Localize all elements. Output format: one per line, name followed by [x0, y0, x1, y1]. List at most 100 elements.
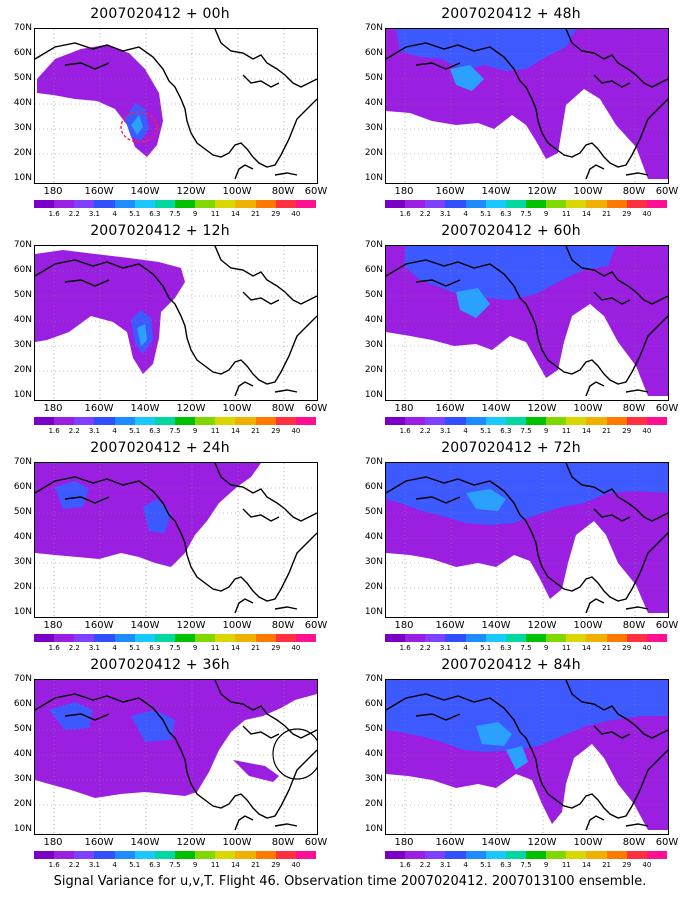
colorbar-tick-label: 2.2 [68, 644, 80, 652]
colorbar-swatch [114, 634, 135, 642]
lat-tick-label: 60N [13, 48, 32, 58]
colorbar-tick-label: 6.3 [500, 427, 512, 435]
lon-tick-label: 160W [84, 186, 114, 197]
variance-contour [404, 246, 616, 300]
lat-tick-label: 10N [364, 390, 383, 400]
lon-tick-label: 140W [130, 837, 160, 848]
colorbar-swatch [255, 851, 276, 859]
colorbar-swatch [445, 200, 466, 208]
lon-tick-label: 160W [435, 186, 465, 197]
colorbar-swatch [485, 200, 506, 208]
panel-title: 2007020412 + 60h [441, 223, 581, 239]
colorbar-tick-label: 29 [271, 861, 281, 869]
lat-tick-label: 70N [13, 240, 32, 250]
colorbar-swatch [646, 851, 667, 859]
map-area [34, 462, 318, 618]
colorbar-swatch [174, 634, 196, 642]
colorbar [385, 417, 667, 425]
lat-tick-label: 50N [364, 507, 383, 517]
colorbar-tick-label: 29 [622, 210, 632, 218]
map-panel: 2007020412 + 12h 70N 60N 50N 40N 30N 20N 10N 180… [0, 223, 328, 438]
lat-tick-label: 60N [364, 265, 383, 275]
colorbar-tick-label: 21 [251, 861, 261, 869]
lon-tick-label: 60W [655, 620, 679, 631]
lon-tick-label: 160W [435, 403, 465, 414]
colorbar-tick-label: 4 [112, 644, 117, 652]
map-svg [386, 463, 668, 617]
colorbar-swatch [405, 200, 426, 208]
colorbar-swatch [275, 634, 296, 642]
colorbar-tick-label: 29 [271, 427, 281, 435]
lat-tick-label: 50N [364, 724, 383, 734]
colorbar-swatch [606, 634, 627, 642]
colorbar-tick-label: 29 [622, 427, 632, 435]
panel-title: 2007020412 + 84h [441, 657, 581, 673]
lon-tick-label: 140W [130, 186, 160, 197]
colorbar-tick-label: 21 [251, 210, 261, 218]
variance-contour [143, 499, 171, 533]
colorbar-swatch [505, 200, 526, 208]
lat-tick-label: 60N [13, 482, 32, 492]
map-svg [35, 463, 317, 617]
lon-tick-label: 160W [84, 620, 114, 631]
colorbar-tick-label: 40 [291, 427, 301, 435]
lat-tick-label: 70N [13, 23, 32, 33]
lat-tick-label: 20N [13, 148, 32, 158]
lon-tick-label: 160W [435, 837, 465, 848]
colorbar-tick-label: 7.5 [169, 861, 181, 869]
colorbar-swatch [215, 634, 236, 642]
colorbar-swatch [235, 634, 256, 642]
colorbar [385, 634, 667, 642]
colorbar-labels: 1.6 2.2 3.1 4 5.1 6.3 7.5 9 11 14 21 29 40 [34, 427, 316, 437]
variance-contour [506, 746, 528, 770]
colorbar-swatch [646, 634, 667, 642]
lon-tick-label: 180 [394, 837, 414, 848]
map-panel: 2007020412 + 72h 70N 60N 50N 40N 30N 20N 10N 180… [351, 440, 679, 655]
colorbar-swatch [606, 851, 627, 859]
colorbar-labels: 1.6 2.2 3.1 4 5.1 6.3 7.5 9 11 14 21 29 40 [34, 861, 316, 871]
colorbar-tick-label: 5.1 [129, 210, 141, 218]
lon-tick-label: 100W [573, 837, 603, 848]
lat-tick-label: 30N [13, 557, 32, 567]
variance-contour [137, 324, 147, 346]
map-svg [35, 246, 317, 400]
colorbar-swatch [235, 851, 256, 859]
lon-tick-label: 140W [481, 620, 511, 631]
colorbar-tick-label: 14 [230, 861, 240, 869]
colorbar-tick-label: 4 [112, 427, 117, 435]
colorbar-tick-label: 3.1 [439, 427, 451, 435]
lat-tick-label: 50N [364, 73, 383, 83]
colorbar-swatch [626, 417, 647, 425]
colorbar-tick-label: 6.3 [149, 644, 161, 652]
lon-tick-label: 120W [176, 186, 206, 197]
colorbar-swatch [445, 417, 466, 425]
map-area [34, 245, 318, 401]
lon-tick-label: 100W [222, 837, 252, 848]
coastline [35, 463, 317, 614]
colorbar-tick-label: 5.1 [480, 427, 492, 435]
colorbar-tick-label: 6.3 [149, 861, 161, 869]
colorbar-tick-label: 1.6 [48, 861, 60, 869]
colorbar-swatch [215, 851, 236, 859]
lon-tick-label: 120W [176, 620, 206, 631]
lon-tick-label: 80W [622, 837, 646, 848]
colorbar-swatch [646, 200, 667, 208]
colorbar-swatch [465, 634, 486, 642]
colorbar-swatch [586, 634, 607, 642]
lon-tick-label: 80W [622, 403, 646, 414]
variance-contour [131, 710, 175, 742]
colorbar-tick-label: 7.5 [520, 644, 532, 652]
colorbar-swatch [255, 634, 276, 642]
lat-tick-label: 10N [13, 390, 32, 400]
lon-tick-label: 140W [481, 403, 511, 414]
lon-tick-label: 160W [84, 403, 114, 414]
lat-tick-label: 30N [364, 340, 383, 350]
colorbar-swatch [566, 417, 587, 425]
coastline [386, 29, 668, 180]
colorbar-swatch [174, 417, 196, 425]
colorbar-swatch [646, 417, 667, 425]
map-svg [35, 29, 317, 183]
lat-tick-label: 60N [13, 699, 32, 709]
colorbar-swatch [275, 851, 296, 859]
colorbar-swatch [586, 417, 607, 425]
